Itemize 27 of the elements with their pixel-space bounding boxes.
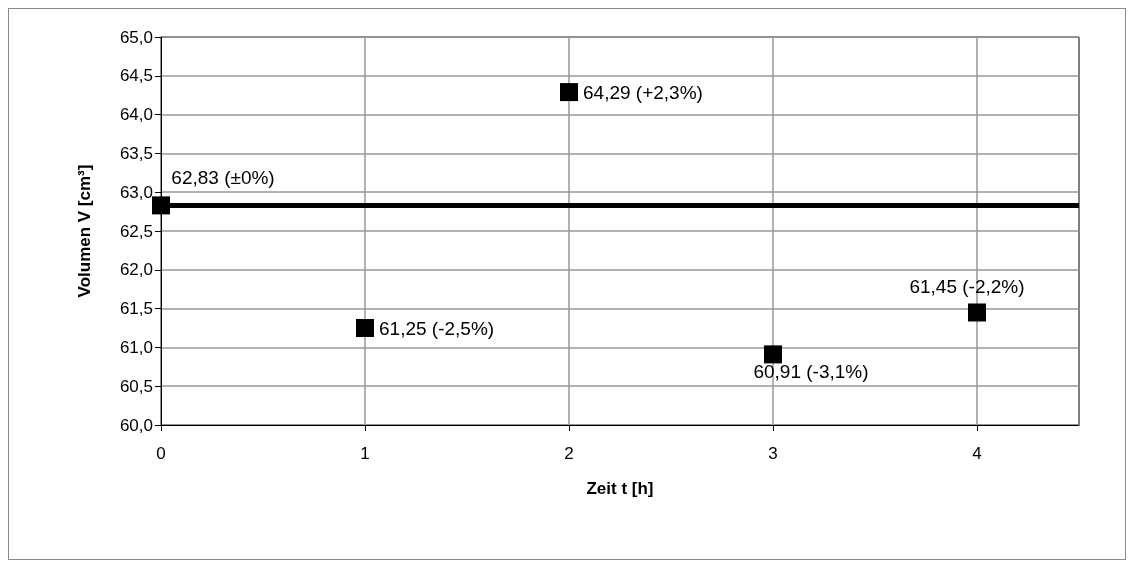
- data-label: 61,25 (-2,5%): [379, 317, 495, 339]
- data-label: 62,83 (±0%): [171, 167, 275, 189]
- y-tick-label: 60,5: [119, 376, 153, 396]
- y-tick-label: 64,5: [119, 66, 153, 86]
- y-tick-label: 63,5: [119, 143, 153, 163]
- x-axis-title: Zeit t [h]: [586, 479, 654, 498]
- y-tick-label: 61,0: [119, 337, 153, 357]
- point: [560, 83, 578, 102]
- y-axis-title: Volumen V [cm³]: [75, 164, 94, 298]
- x-tick-label: 3: [768, 444, 778, 463]
- x-tick-label: 2: [564, 444, 574, 463]
- x-tick-label: 1: [360, 444, 370, 463]
- y-tick-label: 60,0: [119, 415, 153, 435]
- data-label: 60,91 (-3,1%): [753, 361, 869, 383]
- y-tick-label: 63,0: [119, 182, 153, 202]
- y-tick-label: 64,0: [119, 105, 153, 125]
- data-label: 64,29 (+2,3%): [583, 81, 703, 103]
- x-tick-label: 4: [972, 444, 982, 463]
- y-tick-label: 62,0: [119, 260, 153, 280]
- point: [764, 345, 782, 364]
- y-tick-label: 65,0: [119, 27, 153, 47]
- point: [356, 319, 374, 337]
- x-tick-label: 0: [156, 444, 166, 463]
- y-tick-label: 61,5: [119, 299, 153, 319]
- y-tick-label: 62,5: [119, 221, 153, 241]
- data-label: 61,45 (-2,2%): [909, 276, 1025, 298]
- point: [968, 303, 986, 322]
